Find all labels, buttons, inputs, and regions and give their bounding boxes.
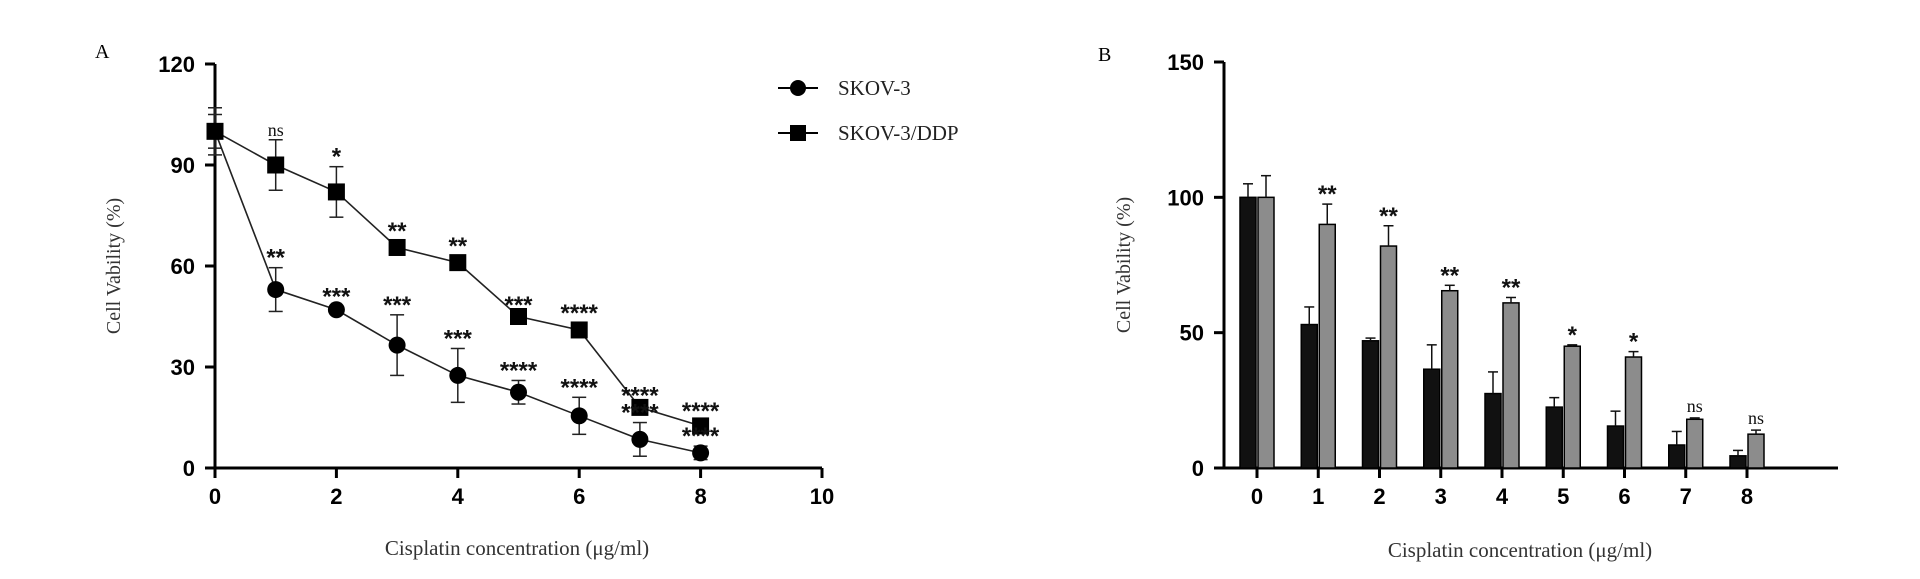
significance-label: **** [561, 300, 599, 327]
y-tick-label: 0 [1192, 456, 1204, 481]
bar [1484, 392, 1502, 469]
x-tick-label: 4 [452, 484, 465, 509]
panel-b-x-axis-title: Cisplatin concentration (μg/ml) [1388, 538, 1652, 562]
x-tick-label: 8 [694, 484, 706, 509]
significance-label: **** [682, 423, 720, 450]
panel-a-label: A [95, 41, 110, 63]
x-tick-label: 8 [1741, 484, 1753, 509]
significance-label: ns [1687, 396, 1703, 416]
bar [1239, 196, 1257, 469]
significance-label: ** [1379, 203, 1398, 230]
significance-label: *** [383, 292, 412, 319]
data-point-square [449, 254, 467, 272]
significance-label: **** [561, 374, 599, 401]
significance-label: **** [621, 400, 659, 427]
significance-label: *** [504, 292, 533, 319]
x-tick-label: 6 [1618, 484, 1630, 509]
x-tick-label: 2 [330, 484, 342, 509]
significance-label: *** [444, 325, 473, 352]
data-point-square [206, 122, 224, 140]
data-point-circle [631, 430, 649, 448]
data-point-square [692, 417, 710, 435]
significance-label: * [1568, 322, 1578, 349]
panel-a-y-axis-title: Cell Vability (%) [103, 198, 125, 334]
significance-label: ns [1748, 408, 1764, 428]
significance-label: ** [388, 218, 407, 245]
y-tick-label: 90 [171, 153, 195, 178]
bar [1563, 345, 1581, 469]
significance-label: ** [1440, 262, 1459, 289]
data-point-circle [692, 444, 710, 462]
significance-label: * [332, 144, 342, 171]
bar [1300, 323, 1318, 469]
bar [1624, 356, 1643, 469]
y-tick-label: 50 [1180, 321, 1204, 346]
significance-label: ns [268, 120, 284, 140]
x-tick-label: 2 [1373, 484, 1385, 509]
data-point-square [327, 183, 345, 201]
data-point-circle [327, 301, 345, 319]
data-point-square [388, 238, 406, 256]
panel-b: B Cell Vability (%) Cisplatin concentrat… [1098, 44, 1838, 562]
x-tick-label: 1 [1312, 484, 1324, 509]
legend-label-skov3: SKOV-3 [838, 76, 911, 100]
x-tick-label: 0 [209, 484, 221, 509]
data-point-square [570, 321, 588, 339]
bar [1686, 418, 1704, 469]
x-tick-label: 10 [810, 484, 834, 509]
panel-b-y-axis-title: Cell Vability (%) [1113, 197, 1135, 333]
significance-label: ** [1318, 181, 1337, 208]
panel-a-legend: SKOV-3 SKOV-3/DDP [778, 76, 959, 145]
data-point-circle [449, 366, 467, 384]
y-tick-label: 100 [1167, 185, 1204, 210]
bar [1361, 340, 1380, 469]
x-tick-label: 4 [1496, 484, 1509, 509]
panel-b-label: B [1098, 44, 1111, 66]
data-point-circle [570, 407, 588, 425]
bar [1379, 245, 1398, 469]
significance-label: ** [1502, 274, 1521, 301]
bar [1606, 425, 1625, 469]
y-tick-label: 150 [1167, 50, 1204, 75]
y-tick-label: 30 [171, 355, 195, 380]
y-tick-label: 60 [171, 254, 195, 279]
bar [1257, 196, 1275, 469]
significance-label: **** [682, 398, 720, 425]
bar [1423, 368, 1441, 469]
significance-label: **** [621, 383, 659, 410]
data-point-square [631, 398, 649, 416]
data-point-square [267, 156, 285, 174]
bar [1502, 302, 1520, 469]
bar [1747, 433, 1765, 469]
significance-label: **** [500, 357, 538, 384]
bar [1318, 223, 1336, 469]
x-tick-label: 7 [1680, 484, 1692, 509]
significance-label: * [1629, 329, 1639, 356]
x-tick-label: 6 [573, 484, 585, 509]
data-point-circle [388, 336, 406, 354]
y-tick-label: 0 [183, 456, 195, 481]
bar [1729, 455, 1747, 469]
bar [1668, 444, 1686, 469]
x-tick-label: 5 [1557, 484, 1569, 509]
x-tick-label: 0 [1251, 484, 1263, 509]
significance-label: ** [266, 245, 285, 272]
y-tick-label: 120 [158, 52, 195, 77]
legend-label-skov3-ddp: SKOV-3/DDP [838, 121, 959, 145]
bar [1545, 406, 1563, 469]
legend-marker-square-icon [790, 125, 806, 141]
legend-marker-circle-icon [790, 80, 806, 96]
significance-label: ** [448, 233, 467, 260]
x-tick-label: 3 [1435, 484, 1447, 509]
significance-label: *** [322, 283, 351, 310]
data-point-circle [267, 281, 285, 299]
panel-a-x-axis-title: Cisplatin concentration (μg/ml) [385, 536, 649, 560]
data-point-square [510, 308, 527, 325]
panel-a: A Cell Vability (%) Cisplatin concentrat… [95, 41, 959, 560]
data-point-circle [510, 383, 527, 401]
bar [1441, 289, 1459, 469]
